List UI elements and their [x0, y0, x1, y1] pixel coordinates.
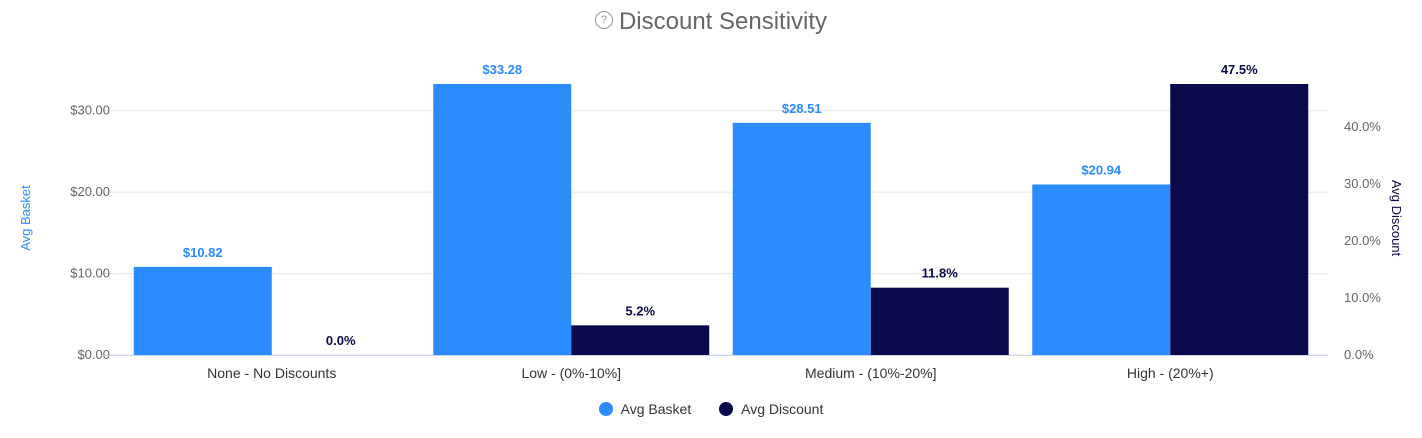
y-right-axis-title: Avg Discount — [1389, 180, 1404, 257]
legend-swatch-avg-discount — [719, 402, 734, 416]
x-category-label: Low - (0%-10%] — [521, 365, 621, 381]
y-right-tick-label: 10.0% — [1344, 290, 1381, 305]
bar-avg-discount — [1170, 84, 1309, 355]
chart-title-text: Discount Sensitivity — [618, 8, 828, 35]
y-left-tick-label: $20.00 — [70, 184, 110, 199]
bar-avg-basket — [133, 266, 272, 355]
bar-avg-discount — [870, 287, 1009, 355]
data-label-avg-discount: 11.8% — [922, 266, 959, 281]
y-right-tick-label: 0.0% — [1344, 347, 1374, 362]
legend-label-avg-basket: Avg Basket — [620, 401, 692, 417]
y-right-tick-label: 20.0% — [1344, 233, 1381, 248]
chart-title: ? Discount Sensitivity — [0, 8, 1422, 36]
bar-avg-discount — [571, 325, 710, 355]
data-label-avg-basket: $20.94 — [1081, 162, 1122, 177]
x-category-label: Medium - (10%-20%] — [805, 365, 937, 381]
y-left-tick-label: $30.00 — [70, 103, 110, 118]
bar-avg-basket — [433, 84, 572, 355]
y-left-tick-label: $10.00 — [70, 266, 110, 281]
y-right-tick-label: 30.0% — [1344, 176, 1381, 191]
question-circle-icon[interactable]: ? — [594, 10, 613, 29]
data-label-avg-basket: $33.28 — [482, 62, 522, 77]
bar-avg-basket — [732, 122, 871, 355]
y-right-tick-label: 40.0% — [1344, 119, 1381, 134]
y-left-tick-label: $0.00 — [77, 347, 110, 362]
legend-item-avg-basket[interactable]: Avg Basket — [598, 401, 692, 417]
legend-swatch-avg-basket — [598, 402, 613, 416]
x-category-label: High - (20%+) — [1127, 365, 1214, 381]
data-label-avg-basket: $10.82 — [183, 245, 223, 260]
legend: Avg Basket Avg Discount — [0, 401, 1422, 419]
y-left-axis-title: Avg Basket — [18, 185, 33, 251]
x-category-label: None - No Discounts — [207, 365, 336, 381]
legend-label-avg-discount: Avg Discount — [741, 401, 824, 417]
data-label-avg-basket: $28.51 — [782, 101, 822, 116]
data-label-avg-discount: 0.0% — [326, 333, 356, 348]
legend-item-avg-discount[interactable]: Avg Discount — [719, 401, 823, 417]
data-label-avg-discount: 5.2% — [625, 303, 655, 318]
data-label-avg-discount: 47.5% — [1221, 62, 1258, 77]
bar-avg-basket — [1032, 184, 1171, 355]
